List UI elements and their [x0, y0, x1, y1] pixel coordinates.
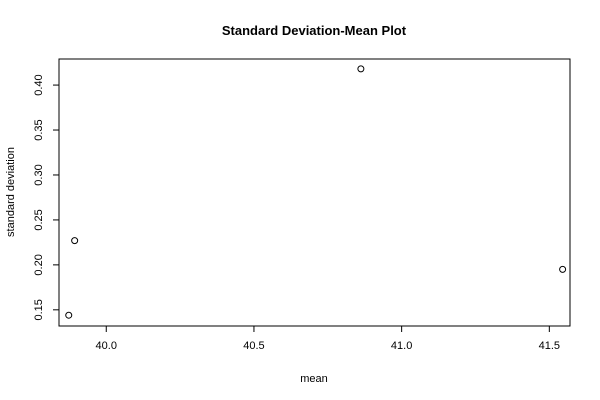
y-tick-label: 0.40 — [33, 74, 45, 95]
y-tick-label: 0.20 — [33, 254, 45, 275]
y-axis-label: standard deviation — [5, 147, 17, 237]
x-axis-label: mean — [300, 373, 328, 385]
x-tick-label: 40.5 — [243, 340, 264, 352]
data-point — [357, 65, 365, 73]
plot-area-frame — [58, 58, 571, 327]
y-tick-label: 0.25 — [33, 209, 45, 230]
x-axis: 40.0 40.5 41.0 41.5 — [96, 325, 560, 352]
y-axis: 0.15 0.20 0.25 0.30 0.35 0.40 — [33, 74, 60, 321]
y-tick-label: 0.30 — [33, 164, 45, 185]
y-tick-label: 0.35 — [33, 119, 45, 140]
chart-title: Standard Deviation-Mean Plot — [222, 23, 407, 38]
data-point — [71, 237, 79, 245]
x-tick-label: 41.0 — [391, 340, 412, 352]
data-point — [65, 311, 73, 319]
data-points — [65, 65, 567, 319]
data-point — [559, 265, 567, 273]
x-tick-label: 40.0 — [96, 340, 117, 352]
x-tick-label: 41.5 — [539, 340, 560, 352]
y-tick-label: 0.15 — [33, 299, 45, 320]
